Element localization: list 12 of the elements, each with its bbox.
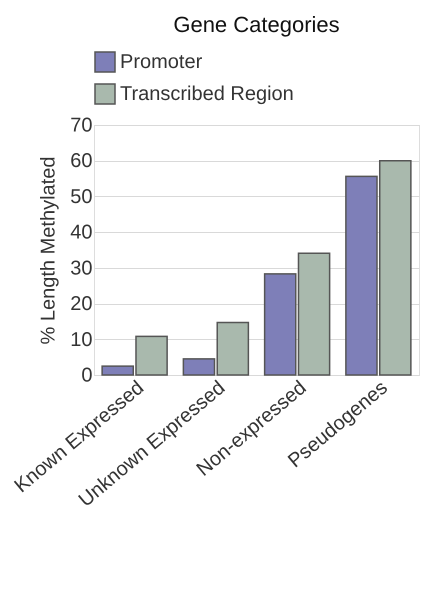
legend-label: Transcribed Region — [120, 83, 294, 105]
legend-label: Promoter — [120, 51, 203, 73]
y-tick-label: 60 — [70, 150, 92, 172]
y-tick-label: 0 — [81, 364, 92, 386]
y-tick-label: 50 — [70, 186, 92, 208]
y-tick-label: 10 — [70, 328, 92, 351]
y-tick-label: 70 — [70, 114, 92, 136]
y-axis-title: % Length Methylated — [37, 156, 60, 344]
chart-title: Gene Categories — [173, 12, 340, 37]
y-tick-label: 20 — [70, 293, 92, 316]
y-tick-label: 40 — [70, 222, 92, 244]
y-tick-label: 30 — [70, 257, 92, 280]
